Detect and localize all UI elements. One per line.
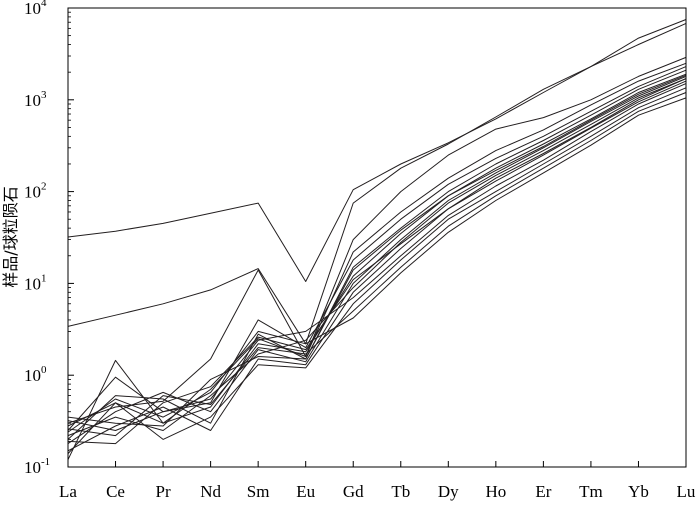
x-tick-label-Dy: Dy xyxy=(438,482,459,501)
series-lines xyxy=(67,19,687,460)
y-tick-labels: 10-1 100 101 102 103 104 xyxy=(24,0,50,477)
series-line-2 xyxy=(67,22,687,345)
plot-frame xyxy=(67,7,687,468)
x-tick-label-Pr: Pr xyxy=(156,482,171,501)
axes xyxy=(67,7,687,468)
x-tick-label-Gd: Gd xyxy=(343,482,364,501)
x-tick-label-Ho: Ho xyxy=(485,482,506,501)
y-tick-label: 102 xyxy=(24,181,47,202)
y-tick-label: 101 xyxy=(24,272,47,293)
y-tick-label: 104 xyxy=(24,0,47,18)
y-tick-label: 100 xyxy=(24,364,47,385)
series-line-14 xyxy=(67,97,687,433)
series-line-12 xyxy=(67,87,687,454)
x-tick-label-Eu: Eu xyxy=(296,482,315,501)
x-tick-label-Lu: Lu xyxy=(677,482,696,501)
y-tick-label: 10-1 xyxy=(24,456,50,477)
y-tick-label: 103 xyxy=(24,89,47,110)
series-line-11 xyxy=(67,83,687,431)
series-line-6 xyxy=(67,69,687,440)
series-line-7 xyxy=(67,73,687,427)
series-line-5 xyxy=(67,66,687,431)
x-tick-label-Er: Er xyxy=(535,482,551,501)
series-line-9 xyxy=(67,78,687,437)
y-axis-label: 样品/球粒陨石 xyxy=(1,186,20,287)
series-line-1 xyxy=(67,19,687,282)
series-line-15 xyxy=(67,78,687,445)
series-line-16 xyxy=(67,74,687,427)
x-tick-label-Tm: Tm xyxy=(579,482,603,501)
x-tick-label-La: La xyxy=(59,482,77,501)
series-line-3 xyxy=(67,56,687,424)
x-tick-label-Sm: Sm xyxy=(247,482,270,501)
x-tick-label-Nd: Nd xyxy=(200,482,221,501)
series-line-10 xyxy=(67,80,687,452)
series-line-8 xyxy=(67,75,687,445)
series-line-13 xyxy=(67,92,687,437)
x-tick-label-Tb: Tb xyxy=(391,482,410,501)
x-tick-label-Ce: Ce xyxy=(106,482,125,501)
x-tick-labels: La Ce Pr Nd Sm Eu Gd Tb Dy Ho Er Tm Yb Lu xyxy=(59,482,696,501)
x-tick-label-Yb: Yb xyxy=(628,482,649,501)
